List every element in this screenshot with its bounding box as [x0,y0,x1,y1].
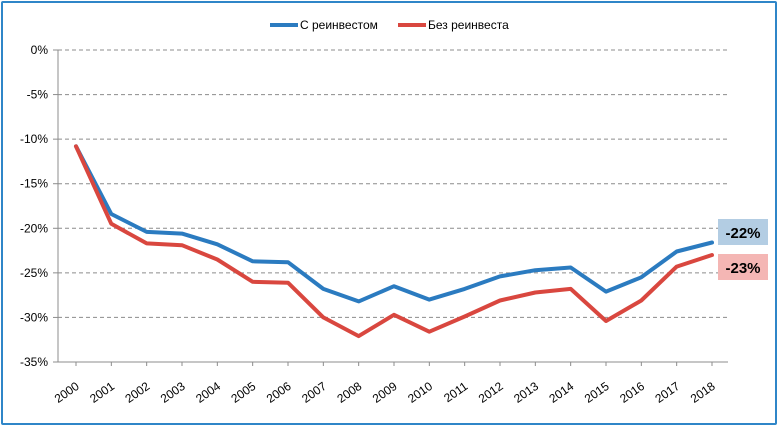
y-axis-ticks: 0% -5% -10% -15% -20% -25% -30% -35% [20,43,48,369]
gridlines [58,49,728,318]
legend-label-1: С реинвестом [300,18,378,32]
x-tick-label: 2006 [264,379,294,406]
series-lines [74,144,714,339]
legend-label-2: Без реинвеста [428,18,509,32]
axes [53,49,728,366]
x-tick-label: 2013 [511,379,541,406]
y-tick-label: -5% [27,88,49,102]
x-tick-label: 2008 [334,379,364,406]
y-tick-label: -30% [20,310,48,324]
x-tick-label: 2007 [299,379,329,406]
y-tick-label: -15% [20,177,48,191]
x-tick-label: 2000 [52,379,82,406]
x-tick-label: 2014 [546,379,576,406]
y-tick-label: 0% [31,43,49,57]
y-tick-label: -25% [20,266,48,280]
end-label-box-2 [718,254,768,280]
x-tick-label: 2010 [405,379,435,406]
y-tick-label: -20% [20,221,48,235]
end-label-2: -23% [725,260,760,277]
y-tick-label: -10% [20,132,48,146]
x-tick-label: 2016 [617,379,647,406]
x-tick-label: 2011 [441,379,470,405]
x-tick-label: 2004 [193,379,223,406]
end-labels: -22% -23% [718,219,768,280]
x-tick-label: 2018 [688,379,718,406]
legend: С реинвестом Без реинвеста [270,18,509,32]
series-line-2 [74,144,714,339]
x-tick-label: 2003 [158,379,188,406]
x-tick-label: 2005 [228,379,258,406]
x-tick-label: 2015 [582,379,612,406]
x-tick-label: 2001 [87,379,117,406]
end-label-1: -22% [725,225,760,242]
series-line-1 [74,144,714,304]
x-tick-label: 2017 [652,379,682,406]
x-tick-label: 2012 [476,379,506,406]
x-axis-ticks: 2000 2001 2002 2003 2004 2005 2006 2007 2008 2009… [52,379,718,406]
end-label-box-1 [718,219,768,245]
x-tick-label: 2009 [370,379,400,406]
y-tick-label: -35% [20,355,48,369]
x-tick-label: 2002 [122,379,152,406]
